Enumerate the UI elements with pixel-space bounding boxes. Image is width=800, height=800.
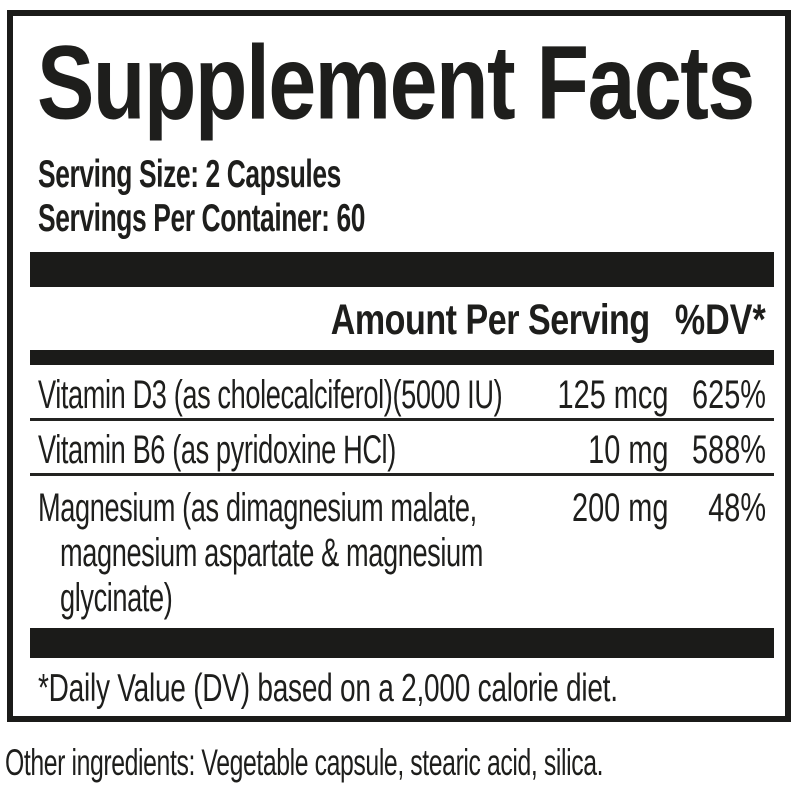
nutrient-dv: 48% (708, 485, 766, 531)
nutrient-dv: 588% (692, 427, 766, 473)
percent-dv-header: %DV* (675, 295, 766, 343)
nutrient-name: Vitamin B6 (as pyridoxine HCl) (38, 427, 396, 473)
nutrient-name-line3: glycinate) (60, 575, 173, 621)
serving-size-row: Serving Size: 2 Capsules (38, 152, 417, 196)
nutrient-amount: 125 mcg (557, 372, 668, 418)
panel-title-row: Supplement Facts (37, 31, 755, 136)
nutrient-rows: Vitamin D3 (as cholecalciferol)(5000 IU)… (30, 372, 774, 621)
nutrient-row-vitamin-b6: Vitamin B6 (as pyridoxine HCl) 10 mg 588… (30, 421, 774, 476)
servings-per-container-text: Servings Per Container: 60 (38, 195, 366, 240)
nutrient-amount: 10 mg (587, 427, 668, 473)
nutrient-name-line2: magnesium aspartate & magnesium (60, 530, 484, 576)
divider-bar-top (30, 252, 774, 287)
serving-size-text: Serving Size: 2 Capsules (38, 151, 341, 196)
nutrient-dv: 625% (692, 372, 766, 418)
nutrient-name: Magnesium (as dimagnesium malate, (38, 485, 477, 531)
divider-bar-bottom (30, 628, 774, 658)
other-ingredients-text: Other ingredients: Vegetable capsule, st… (5, 741, 604, 784)
supplement-facts-panel: Supplement Facts Serving Size: 2 Capsule… (7, 10, 791, 722)
nutrient-row-magnesium: Magnesium (as dimagnesium malate, magnes… (30, 476, 774, 621)
other-ingredients-row: Other ingredients: Vegetable capsule, st… (5, 738, 753, 788)
column-header-row: Amount Per Serving %DV* (30, 296, 774, 343)
divider-bar-under-header (30, 350, 774, 365)
nutrient-name: Vitamin D3 (as cholecalciferol)(5000 IU) (38, 372, 503, 418)
amount-per-serving-header: Amount Per Serving (331, 295, 650, 343)
daily-value-footnote-row: *Daily Value (DV) based on a 2,000 calor… (38, 666, 720, 710)
nutrient-amount: 200 mg (571, 485, 668, 531)
servings-per-container-row: Servings Per Container: 60 (38, 196, 447, 240)
nutrient-row-vitamin-d3: Vitamin D3 (as cholecalciferol)(5000 IU)… (30, 372, 774, 421)
panel-title: Supplement Facts (37, 24, 755, 142)
daily-value-footnote: *Daily Value (DV) based on a 2,000 calor… (38, 665, 618, 710)
